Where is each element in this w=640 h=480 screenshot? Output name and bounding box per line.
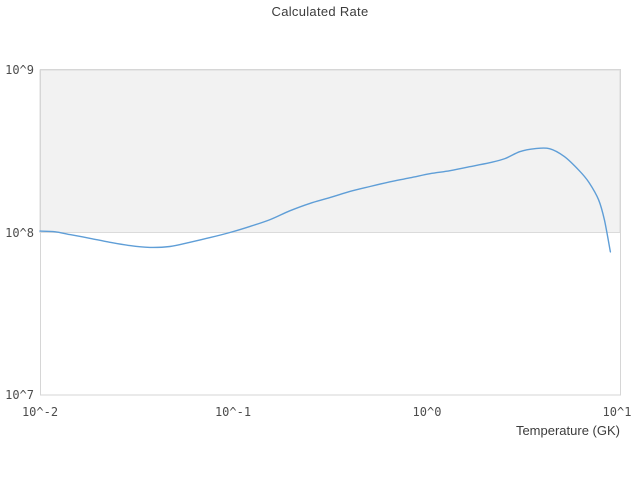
y-tick-1e8: 10^8 [5,226,34,240]
rate-curve [39,147,612,253]
y-tick-1e7: 10^7 [5,388,34,402]
chart-title: Calculated Rate [271,4,369,19]
plot-frame [40,69,621,396]
shaded-band [39,69,621,233]
x-tick-1e0: 10^0 [412,405,442,419]
y-tick-1e9: 10^9 [5,63,34,77]
x-tick-1e-2: 10^-2 [21,405,59,419]
x-axis-label: Temperature (GK) [515,423,620,438]
x-tick-1e1: 10^1 [602,405,632,419]
x-tick-1e-1: 10^-1 [214,405,252,419]
